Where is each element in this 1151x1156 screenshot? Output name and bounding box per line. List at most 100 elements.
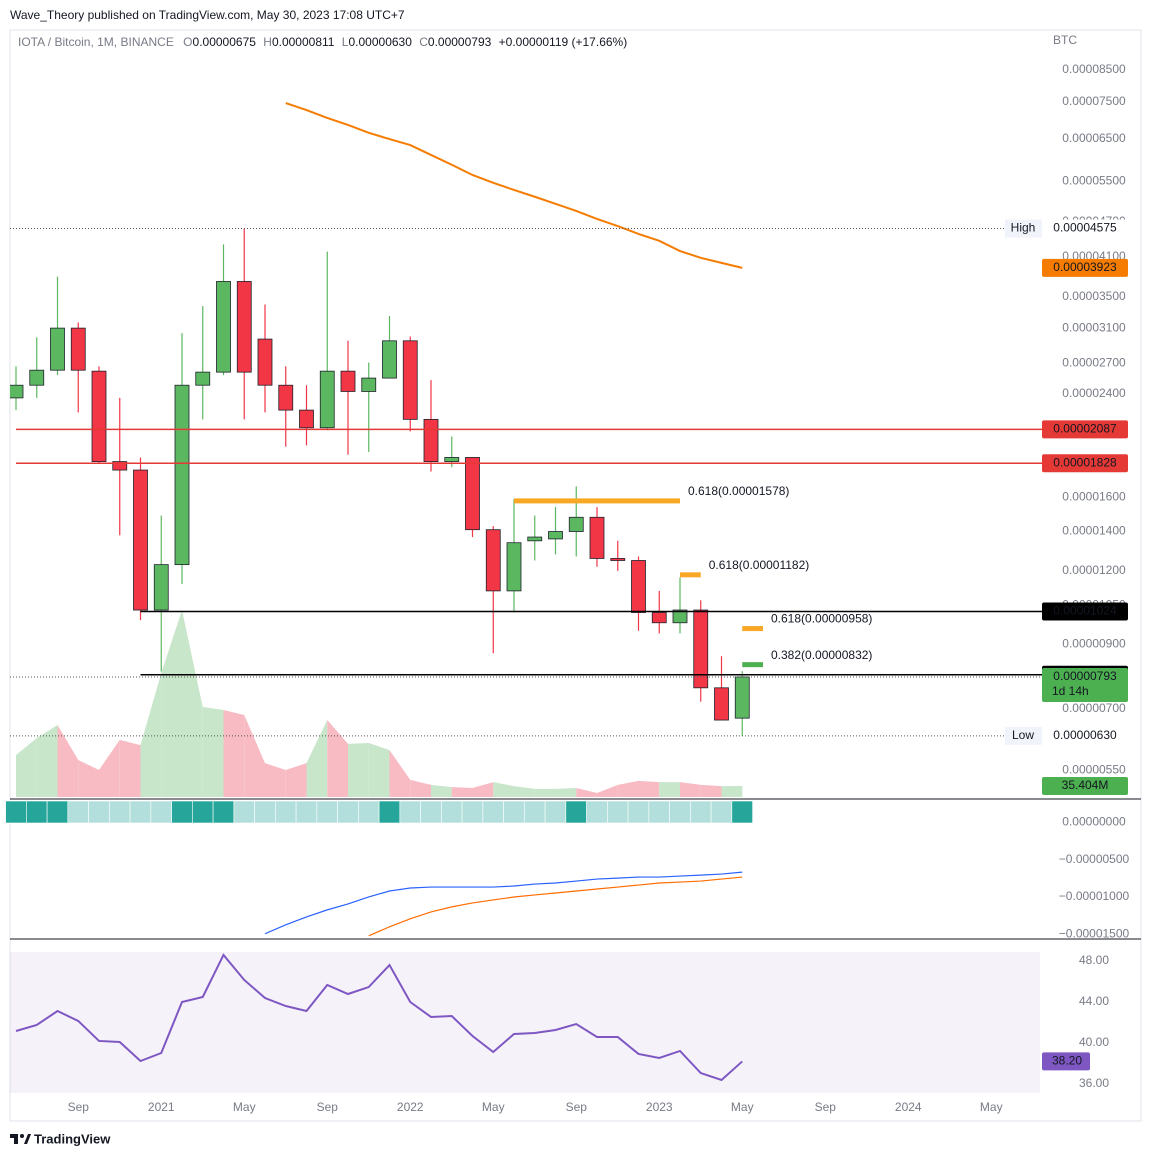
volume-area — [119, 739, 141, 797]
macd-tick-label: −0.00001500 — [1059, 926, 1130, 940]
change: +0.00000119 (+17.66%) — [499, 35, 628, 49]
strip-cell — [316, 800, 338, 824]
x-tick-label: 2021 — [148, 1100, 175, 1114]
volume-area — [431, 784, 452, 797]
candle-body — [485, 529, 501, 592]
fib-label: 0.382(0.00000832) — [771, 648, 872, 662]
x-tick-label: May — [233, 1100, 256, 1114]
volume-area — [99, 739, 120, 797]
volume-area — [410, 779, 431, 797]
high-badge: 0.00004575 — [1053, 221, 1117, 235]
y-tick-label: 0.00006500 — [1062, 131, 1126, 145]
y-tick-label: 0.00005500 — [1062, 174, 1126, 188]
candle-body — [278, 384, 294, 411]
candle-body — [340, 370, 356, 392]
strip-cell — [524, 800, 546, 824]
y-tick-label: 0.00000700 — [1062, 701, 1126, 715]
strip-cell — [399, 800, 421, 824]
volume-badge-bg — [1042, 777, 1128, 796]
volume-area — [700, 784, 722, 797]
high-badge-bg — [1042, 219, 1128, 238]
candle-body — [299, 409, 314, 429]
candle-body — [672, 609, 688, 624]
high-name-bg — [1005, 219, 1042, 238]
strip-cell — [503, 800, 525, 824]
macd-line — [264, 871, 743, 935]
volume-area — [451, 787, 473, 797]
y-tick-label: 0.00002400 — [1062, 386, 1126, 400]
strip-cell — [627, 800, 650, 824]
h-value: 0.00000811 — [272, 35, 335, 49]
strip-cell — [565, 800, 587, 824]
strip-cell — [441, 800, 463, 824]
volume-area — [161, 610, 182, 797]
fib-bar — [680, 572, 701, 578]
candle-body — [133, 469, 148, 611]
volume-area — [472, 782, 494, 797]
volume-area — [493, 782, 514, 797]
rsi-badge-bg — [1042, 1052, 1090, 1071]
strip-cell — [46, 800, 69, 824]
level-badge-bg — [1042, 454, 1128, 473]
x-tick-label: May — [980, 1100, 1003, 1114]
o-value: 0.00000675 — [193, 35, 257, 49]
footer-logo — [10, 1134, 31, 1144]
l-label: L — [342, 35, 349, 49]
strip-cell — [710, 800, 733, 824]
strip-cell — [358, 800, 380, 824]
candle-body — [734, 676, 750, 719]
volume-area — [576, 787, 597, 797]
x-tick-label: 2024 — [895, 1100, 922, 1114]
level-badge: 0.00001828 — [1053, 455, 1117, 469]
strip-cell — [26, 800, 48, 824]
fib-label: 0.618(0.00001182) — [709, 558, 810, 572]
candle-body — [70, 327, 86, 371]
candle-body — [589, 516, 605, 559]
candle-body — [548, 531, 563, 540]
candle-body — [216, 281, 231, 373]
c-value: 0.00000793 — [428, 35, 492, 49]
strip-cell — [192, 800, 214, 824]
x-tick-label: 2022 — [397, 1100, 424, 1114]
ma-badge-bg — [1042, 258, 1128, 277]
y-tick-label: 0.00000900 — [1062, 637, 1126, 651]
candle-body — [10, 384, 24, 399]
volume-area — [368, 742, 390, 797]
strip-cell — [420, 800, 442, 824]
frame — [9, 29, 1142, 1122]
y-tick-label: 0.00003500 — [1062, 289, 1126, 303]
y-tick-label: 0.00008500 — [1062, 62, 1126, 76]
volume-area — [617, 780, 639, 797]
strip-cell — [233, 800, 255, 824]
strip-cell — [67, 800, 89, 824]
strip-cell — [295, 800, 318, 824]
strip-cell — [88, 800, 110, 824]
symbol: IOTA / Bitcoin, 1M, BINANCE — [18, 35, 174, 49]
candle-body — [423, 418, 439, 462]
l-value: 0.00000630 — [348, 35, 412, 49]
rsi-badge: 38.20 — [1052, 1054, 1082, 1068]
volume-area — [638, 780, 660, 797]
low-badge: 0.00000630 — [1053, 728, 1117, 742]
candle-body — [112, 461, 128, 471]
rsi-tick-label: 48.00 — [1079, 953, 1109, 967]
fib-bar — [514, 498, 680, 504]
candle-body — [153, 564, 169, 611]
last-countdown: 1d 14h — [1052, 684, 1089, 698]
volume-area — [680, 782, 701, 797]
candle-body — [527, 536, 543, 542]
candle-body — [506, 542, 522, 592]
x-tick-label: Sep — [68, 1100, 90, 1114]
candle-body — [402, 340, 418, 420]
y-tick-label: 0.00002700 — [1062, 356, 1126, 370]
volume-area — [285, 763, 307, 797]
y-tick-label: 0.00007500 — [1062, 94, 1126, 108]
y-tick-label: 0.00001600 — [1062, 490, 1126, 504]
y-tick-label: 0.00001200 — [1062, 563, 1126, 577]
strip-cell — [690, 800, 712, 824]
strip-cell — [254, 800, 276, 824]
strip-cell — [5, 800, 27, 824]
volume-area — [514, 786, 535, 797]
strip-cell — [150, 800, 172, 824]
